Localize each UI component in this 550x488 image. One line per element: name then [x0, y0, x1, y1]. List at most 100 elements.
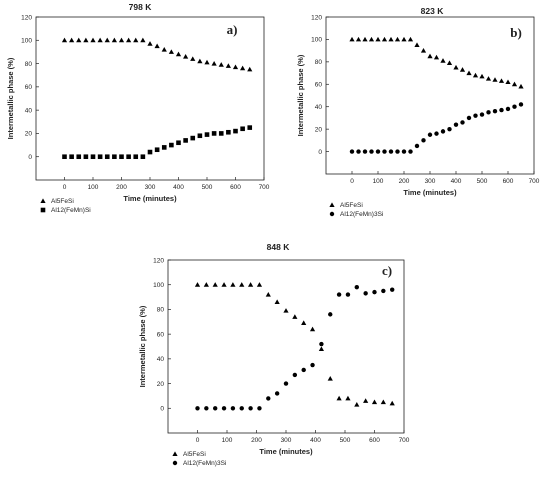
data-point — [83, 154, 89, 160]
data-point — [434, 131, 439, 136]
data-point — [401, 149, 407, 154]
data-point — [345, 395, 351, 401]
x-tick-label: 500 — [340, 437, 351, 444]
data-point — [69, 154, 74, 160]
data-point — [62, 154, 67, 160]
data-point — [230, 406, 236, 411]
data-point — [218, 62, 224, 67]
data-point — [190, 135, 196, 141]
data-point — [240, 65, 246, 71]
legend-marker — [40, 198, 46, 203]
data-point — [226, 129, 231, 135]
data-point — [440, 129, 446, 134]
data-point — [407, 36, 414, 42]
y-tick-label: 20 — [157, 381, 165, 388]
x-tick-label: 300 — [425, 178, 436, 185]
data-point — [292, 314, 298, 319]
x-tick-label: 200 — [399, 178, 410, 185]
data-point — [112, 154, 117, 160]
data-point — [301, 367, 306, 373]
data-point — [369, 149, 374, 154]
data-point — [388, 149, 394, 154]
data-point — [175, 51, 182, 57]
data-point — [118, 37, 125, 43]
y-tick-label: 0 — [318, 149, 322, 156]
data-point — [211, 131, 217, 136]
legend: Al5FeSi Al12(FeMn)3Si — [329, 202, 383, 218]
data-point — [197, 133, 203, 139]
data-point — [119, 154, 124, 160]
data-point — [310, 362, 315, 368]
panel-label: a) — [227, 22, 238, 37]
x-tick-label: 600 — [369, 437, 380, 444]
legend-label: Al12(FeMn)Si — [51, 207, 91, 214]
x-tick-label: 400 — [310, 437, 321, 444]
data-point — [221, 282, 227, 287]
data-point — [318, 346, 324, 351]
data-point — [349, 36, 355, 42]
y-tick-label: 60 — [157, 331, 165, 338]
legend-marker — [172, 460, 178, 466]
chart-title: 823 K — [421, 6, 445, 16]
data-point — [421, 138, 426, 143]
x-tick-label: 200 — [116, 184, 127, 191]
data-point — [213, 406, 218, 411]
data-point — [90, 154, 96, 160]
x-tick-label: 700 — [259, 184, 270, 191]
plot-frame — [167, 259, 405, 434]
data-point — [239, 282, 245, 287]
data-point — [97, 37, 103, 43]
data-point — [375, 36, 381, 42]
data-point — [274, 299, 280, 305]
x-tick-label: 200 — [251, 437, 262, 444]
data-point — [371, 399, 378, 405]
legend-label: Al12(FeMn)3Si — [340, 211, 383, 218]
data-point — [473, 113, 478, 118]
data-point — [459, 67, 466, 72]
data-point — [345, 292, 351, 297]
data-point — [97, 154, 103, 160]
data-point — [292, 372, 298, 378]
data-point — [328, 312, 333, 317]
data-point — [336, 395, 342, 401]
data-point — [76, 37, 82, 43]
data-point — [233, 128, 238, 134]
data-point — [389, 400, 395, 406]
data-point — [183, 138, 188, 143]
series-1 — [194, 282, 395, 407]
data-point — [446, 60, 453, 65]
series-1 — [61, 37, 253, 72]
data-point — [76, 154, 82, 160]
data-point — [274, 391, 280, 396]
data-point — [349, 149, 355, 154]
data-point — [381, 36, 388, 42]
y-tick-label: 80 — [25, 61, 33, 68]
data-point — [401, 36, 407, 42]
data-point — [301, 320, 307, 326]
x-tick-label: 100 — [373, 178, 384, 185]
chart-title: 798 K — [129, 2, 153, 12]
data-point — [460, 120, 465, 125]
data-point — [133, 37, 139, 43]
legend: Al5FeSi Al12(FeMn)3Si — [172, 451, 226, 467]
data-point — [230, 282, 236, 287]
legend-marker — [172, 451, 178, 456]
data-point — [309, 326, 316, 332]
data-point — [427, 53, 433, 59]
x-tick-label: 600 — [503, 178, 514, 185]
y-tick-label: 20 — [25, 131, 33, 138]
data-point — [204, 132, 210, 137]
data-point — [486, 110, 491, 115]
y-tick-label: 100 — [21, 38, 32, 45]
data-point — [372, 289, 377, 295]
data-point — [248, 282, 254, 287]
data-point — [472, 72, 479, 78]
data-point — [204, 406, 209, 411]
data-point — [69, 37, 75, 43]
x-axis-label: Time (minutes) — [259, 447, 313, 456]
data-point — [256, 282, 263, 287]
chart-panel-2: 823 K b) 0 20 40 60 80 100 120 0 100 200 300 400 500 60… — [296, 6, 540, 218]
data-point — [505, 79, 511, 85]
y-tick-label: 40 — [25, 107, 33, 114]
